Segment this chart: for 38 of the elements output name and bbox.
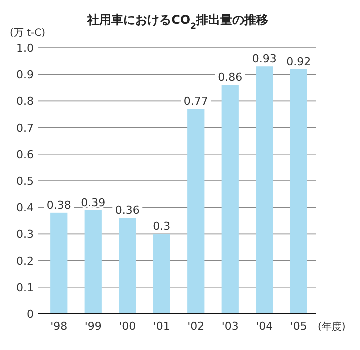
x-tick-label: '04 <box>256 320 274 333</box>
data-label: 0.36 <box>115 204 140 218</box>
data-label: 0.3 <box>153 220 171 234</box>
x-tick-label: '99 <box>84 320 102 333</box>
y-tick-label: 0 <box>27 308 34 321</box>
y-tick-label: 0.7 <box>16 122 34 135</box>
bar <box>290 69 308 314</box>
bar <box>153 234 170 314</box>
y-tick-label: 0.9 <box>16 68 34 82</box>
y-axis-title: (万 t-C) <box>10 28 46 39</box>
x-tick-label: '01 <box>153 320 170 333</box>
y-tick-label: 0.5 <box>16 175 34 188</box>
x-axis-title: (年度) <box>318 321 346 333</box>
y-tick-label: 0.4 <box>16 202 34 215</box>
data-label: 0.38 <box>46 198 72 212</box>
bar <box>188 109 205 314</box>
data-label: 0.39 <box>81 196 106 210</box>
bar <box>256 66 274 314</box>
data-label: 0.77 <box>184 95 208 108</box>
y-tick-label: 0.1 <box>16 281 34 294</box>
x-tick-label: '00 <box>119 320 136 333</box>
y-tick-label: 0.6 <box>16 148 34 162</box>
y-tick-label: 0.8 <box>16 95 34 108</box>
bar <box>222 85 239 314</box>
bar <box>119 218 136 314</box>
data-label: 0.93 <box>252 52 277 66</box>
data-label: 0.92 <box>286 55 312 68</box>
x-tick-label: '05 <box>290 320 308 333</box>
y-tick-label: 1.0 <box>16 42 34 55</box>
data-label: 0.86 <box>218 71 243 84</box>
bar <box>50 212 68 314</box>
x-tick-label: '03 <box>222 320 239 333</box>
y-tick-label: 0.3 <box>16 228 34 242</box>
bar <box>84 210 102 314</box>
y-tick-label: 0.2 <box>16 254 34 268</box>
x-tick-label: '98 <box>50 320 68 333</box>
chart-title: 社用車におけるCO$_{2}$排出量の推移 <box>86 13 268 31</box>
x-tick-label: '02 <box>188 320 205 333</box>
